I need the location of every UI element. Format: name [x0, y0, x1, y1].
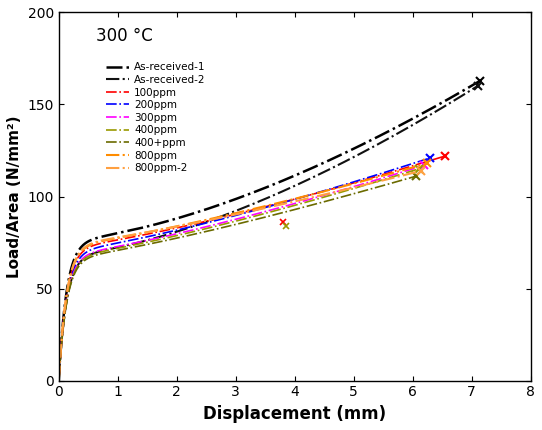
X-axis label: Displacement (mm): Displacement (mm) [203, 405, 386, 423]
Line: 300ppm: 300ppm [59, 165, 424, 380]
400ppm [99, 249, 105, 254]
100ppm [299, 195, 305, 200]
200ppm [55, 377, 62, 382]
As-received-1 [223, 200, 229, 205]
100ppm [209, 218, 215, 223]
As-received-2 [319, 170, 325, 175]
Line: 100ppm: 100ppm [59, 156, 445, 380]
800ppm-2 [418, 168, 425, 173]
800ppm [202, 218, 208, 223]
400+ppm [315, 201, 321, 206]
As-received-1 [55, 377, 62, 382]
Legend: As-received-1, As-received-2, 100ppm, 200ppm, 300ppm, 400ppm, 400+ppm, 800ppm, 8: As-received-1, As-received-2, 100ppm, 20… [102, 58, 210, 177]
As-received-1 [362, 141, 369, 146]
100ppm [102, 240, 108, 245]
400ppm [415, 166, 422, 172]
100ppm [336, 184, 343, 190]
400+ppm [172, 236, 178, 241]
Line: 400ppm: 400ppm [59, 169, 418, 380]
Line: 800ppm: 800ppm [59, 163, 428, 380]
As-received-2 [106, 247, 112, 252]
Line: 200ppm: 200ppm [59, 158, 430, 380]
800ppm-2 [283, 200, 290, 206]
800ppm-2 [55, 377, 62, 382]
100ppm [55, 377, 62, 382]
As-received-2 [360, 150, 366, 155]
As-received-2 [358, 150, 364, 156]
As-received-1 [321, 160, 327, 165]
400+ppm [280, 210, 287, 215]
800ppm [321, 188, 328, 194]
400+ppm [313, 201, 320, 206]
Line: As-received-2: As-received-2 [59, 86, 478, 380]
200ppm [177, 227, 183, 232]
800ppm-2 [319, 192, 326, 197]
400ppm [317, 196, 324, 201]
400ppm [282, 206, 288, 211]
As-received-2 [192, 223, 198, 228]
400+ppm [55, 377, 62, 382]
400ppm [55, 377, 62, 382]
As-received-1 [106, 232, 113, 237]
100ppm [182, 224, 188, 229]
As-received-1 [360, 141, 366, 147]
800ppm [287, 197, 294, 203]
300ppm [286, 203, 292, 208]
300ppm [319, 193, 326, 198]
800ppm [55, 377, 62, 382]
800ppm [324, 188, 330, 193]
400+ppm [99, 251, 105, 256]
Line: 800ppm-2: 800ppm-2 [59, 171, 422, 380]
800ppm-2 [174, 224, 180, 229]
800ppm-2 [199, 219, 205, 224]
200ppm [427, 155, 434, 160]
400ppm [173, 233, 179, 238]
300ppm [421, 163, 428, 168]
As-received-1 [193, 210, 199, 215]
300ppm [321, 193, 328, 198]
300ppm [100, 247, 106, 252]
800ppm [176, 223, 182, 228]
As-received-2 [474, 83, 481, 89]
800ppm-2 [318, 193, 324, 198]
400ppm [198, 227, 204, 232]
Y-axis label: Load/Area (N/mm²): Load/Area (N/mm²) [7, 115, 22, 278]
As-received-2 [55, 377, 62, 382]
300ppm [201, 225, 207, 230]
200ppm [326, 187, 332, 192]
200ppm [100, 243, 107, 249]
400ppm [315, 196, 322, 201]
Text: 300 °C: 300 °C [96, 27, 153, 45]
200ppm [324, 187, 330, 193]
400+ppm [197, 230, 203, 236]
800ppm [100, 238, 106, 243]
200ppm [203, 221, 209, 226]
400+ppm [412, 174, 419, 179]
Line: 400+ppm: 400+ppm [59, 176, 416, 380]
300ppm [175, 231, 181, 236]
100ppm [442, 154, 448, 159]
800ppm [424, 161, 431, 166]
300ppm [55, 377, 62, 382]
As-received-2 [221, 212, 228, 218]
100ppm [334, 185, 341, 190]
800ppm-2 [99, 238, 106, 243]
As-received-1 [477, 78, 483, 83]
200ppm [289, 197, 296, 203]
Line: As-received-1: As-received-1 [59, 80, 480, 380]
